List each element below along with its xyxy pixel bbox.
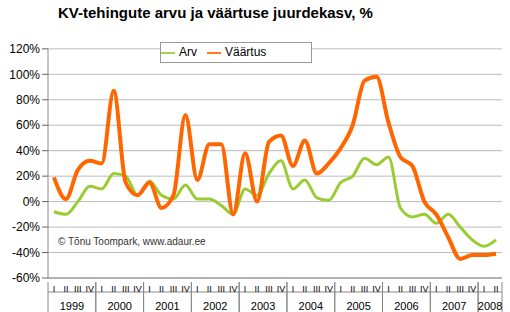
svg-text:-20%: -20% <box>12 220 40 234</box>
html-text:Arv: Arv <box>179 45 197 59</box>
svg-text:IV: IV <box>229 284 238 294</box>
svg-text:II: II <box>398 284 403 294</box>
svg-text:2002: 2002 <box>203 300 227 312</box>
svg-text:III: III <box>361 284 369 294</box>
svg-text:II: II <box>494 284 499 294</box>
svg-text:II: II <box>207 284 212 294</box>
svg-text:IV: IV <box>277 284 286 294</box>
svg-text:II: II <box>302 284 307 294</box>
svg-text:II: II <box>63 284 68 294</box>
svg-text:III: III <box>456 284 464 294</box>
svg-text:I: I <box>339 284 342 294</box>
svg-text:2001: 2001 <box>155 300 179 312</box>
svg-text:IV: IV <box>468 284 477 294</box>
svg-text:I: I <box>244 284 247 294</box>
svg-text:-60%: -60% <box>12 271 40 285</box>
svg-text:II: II <box>350 284 355 294</box>
svg-text:IV: IV <box>325 284 334 294</box>
svg-text:2003: 2003 <box>251 300 275 312</box>
svg-text:0%: 0% <box>23 195 41 209</box>
svg-text:I: I <box>53 284 56 294</box>
svg-text:20%: 20% <box>16 169 40 183</box>
svg-text:2005: 2005 <box>346 300 370 312</box>
svg-text:-40%: -40% <box>12 246 40 260</box>
svg-text:III: III <box>217 284 225 294</box>
svg-text:II: II <box>159 284 164 294</box>
svg-text:IV: IV <box>133 284 142 294</box>
svg-text:III: III <box>170 284 178 294</box>
svg-text:IV: IV <box>372 284 381 294</box>
svg-text:I: I <box>292 284 295 294</box>
svg-text:II: II <box>111 284 116 294</box>
svg-text:IV: IV <box>86 284 95 294</box>
svg-text:I: I <box>101 284 104 294</box>
svg-text:I: I <box>148 284 151 294</box>
html-text:© Tõnu Toompark, www.adaur.ee: © Tõnu Toompark, www.adaur.ee <box>58 236 206 247</box>
svg-text:I: I <box>435 284 438 294</box>
svg-text:60%: 60% <box>16 118 40 132</box>
svg-text:III: III <box>265 284 273 294</box>
svg-text:40%: 40% <box>16 144 40 158</box>
svg-text:2000: 2000 <box>107 300 131 312</box>
svg-text:80%: 80% <box>16 93 40 107</box>
svg-text:I: I <box>387 284 390 294</box>
svg-text:2006: 2006 <box>394 300 418 312</box>
svg-text:III: III <box>122 284 130 294</box>
svg-text:100%: 100% <box>9 68 40 82</box>
html-text:Väärtus: Väärtus <box>225 45 267 59</box>
html-text:KV-tehingute arvu ja väärtuse: KV-tehingute arvu ja väärtuse juurdekasv… <box>58 4 373 21</box>
svg-text:1999: 1999 <box>60 300 84 312</box>
svg-text:II: II <box>446 284 451 294</box>
svg-text:2004: 2004 <box>299 300 323 312</box>
svg-text:IV: IV <box>420 284 429 294</box>
svg-text:2007: 2007 <box>442 300 466 312</box>
svg-text:120%: 120% <box>9 42 40 56</box>
svg-text:IV: IV <box>181 284 190 294</box>
svg-text:III: III <box>313 284 321 294</box>
svg-text:I: I <box>196 284 199 294</box>
svg-text:III: III <box>409 284 417 294</box>
svg-text:I: I <box>483 284 486 294</box>
svg-text:III: III <box>74 284 82 294</box>
svg-text:2008: 2008 <box>478 300 502 312</box>
svg-text:II: II <box>255 284 260 294</box>
